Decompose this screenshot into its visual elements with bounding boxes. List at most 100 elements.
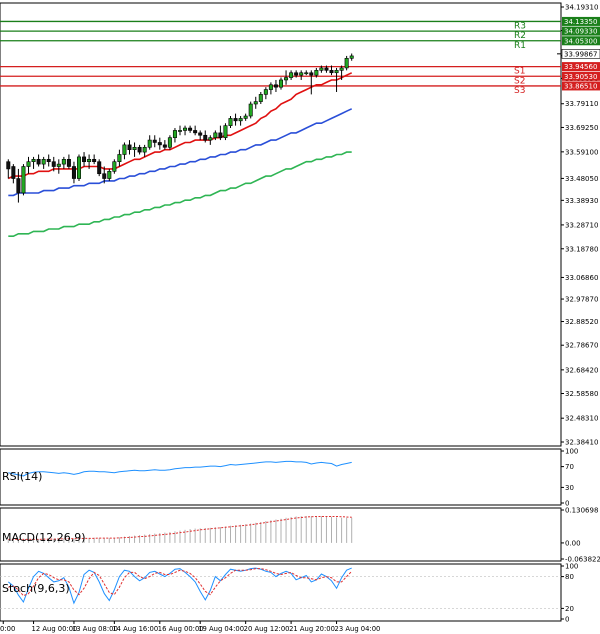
candle-body (56, 163, 61, 167)
candle (253, 96, 258, 109)
candle-body (273, 84, 278, 88)
candle (228, 116, 233, 129)
candle (87, 154, 92, 169)
candle-body (107, 171, 112, 179)
candle-body (137, 146, 142, 153)
macd-label: MACD(12,26,9) (2, 531, 86, 544)
price-tick-label: 32.48310 (565, 415, 598, 423)
candle-body (36, 159, 41, 165)
candle (213, 130, 218, 141)
candle-body (26, 161, 31, 167)
candle (122, 142, 127, 160)
support-price-tag (562, 62, 600, 72)
stoch-label: Stoch(9,6,3) (2, 582, 70, 595)
macd-frame (0, 507, 562, 562)
macd-tick-label: 0.00 (565, 539, 581, 547)
candle-body (268, 84, 273, 90)
candle-body (284, 77, 289, 81)
candle (127, 140, 132, 155)
candle (11, 164, 16, 184)
stoch-tick-label: 20 (565, 605, 574, 613)
candle (324, 65, 329, 73)
candle-body (31, 159, 36, 163)
support-price-label: 33.94560 (564, 63, 597, 71)
candle-body (61, 159, 66, 165)
time-tick-label: 14 Aug 16:00 (112, 625, 158, 633)
resistance-price-tag (562, 16, 600, 26)
candle-body (66, 159, 71, 167)
candle-body (82, 156, 87, 163)
candle-body (132, 146, 137, 150)
candle (299, 70, 304, 80)
candle-body (228, 118, 233, 126)
candle (178, 125, 183, 136)
support-price-tag (562, 71, 600, 81)
stoch-signal-line (8, 568, 353, 597)
candle-body (324, 67, 329, 71)
candle-body (152, 139, 157, 143)
candle (31, 156, 36, 169)
candle-body (97, 161, 102, 175)
time-tick-label: 20 Aug 12:00 (244, 625, 290, 633)
candle (243, 113, 248, 121)
stoch-tick-label: 100 (565, 563, 578, 571)
resistance-name-r3: R3 (514, 21, 526, 31)
candle-body (309, 72, 314, 76)
candle-body (183, 127, 188, 131)
candle-body (253, 101, 258, 105)
candle (51, 156, 56, 172)
candle (344, 55, 349, 71)
price-tick-label: 33.69250 (565, 124, 598, 132)
current-price-tag (561, 49, 600, 59)
candle-body (117, 154, 122, 163)
candle-body (304, 72, 309, 75)
candle-body (87, 159, 92, 163)
candle (102, 166, 107, 184)
candle-body (263, 89, 268, 95)
candle-body (172, 130, 177, 138)
rsi-line (8, 460, 352, 477)
candle-body (243, 115, 248, 119)
time-tick-label: 21 Aug 20:00 (289, 625, 335, 633)
candle (172, 128, 177, 143)
candle-body (233, 118, 238, 122)
candle (21, 164, 26, 196)
time-tick-label: 13 Aug 08:00 (72, 625, 118, 633)
candle-body (314, 70, 319, 76)
candle-body (167, 137, 172, 148)
candle (294, 70, 299, 78)
main-price-panel: 34.1931034.0955033.9910033.8965033.79110… (0, 4, 600, 447)
macd-panel: 0.130698 0.00 -0.063822 MACD(12,26,9) (2, 507, 600, 564)
candle-body (6, 161, 11, 170)
candle-body (238, 118, 243, 122)
candle (6, 159, 11, 179)
candle (188, 125, 193, 133)
candle (26, 156, 31, 174)
candle-body (218, 132, 223, 138)
candle (142, 144, 147, 157)
candle-body (178, 130, 183, 132)
moving-average-blue (8, 108, 353, 197)
time-tick-label: 0:00 (0, 625, 15, 633)
resistance-price-label: 34.13350 (564, 18, 597, 26)
candle (304, 70, 309, 76)
price-tick-label: 33.28710 (565, 221, 598, 229)
price-tick-label: 32.68420 (565, 366, 598, 374)
candle-body (71, 166, 76, 179)
candle (248, 101, 253, 119)
time-tick-label: 16 Aug 00:00 (158, 625, 204, 633)
candle (233, 113, 238, 126)
candle (16, 168, 21, 203)
macd-tick-label: -0.063822 (565, 556, 600, 564)
candle (132, 142, 137, 157)
candle (36, 154, 41, 167)
candle (77, 154, 82, 181)
candle-body (344, 58, 349, 69)
candle (273, 79, 278, 92)
candle-body (203, 134, 208, 141)
support-price-label: 33.90530 (564, 73, 597, 81)
resistance-price-label: 34.05300 (564, 37, 597, 45)
moving-average-red (7, 72, 353, 180)
